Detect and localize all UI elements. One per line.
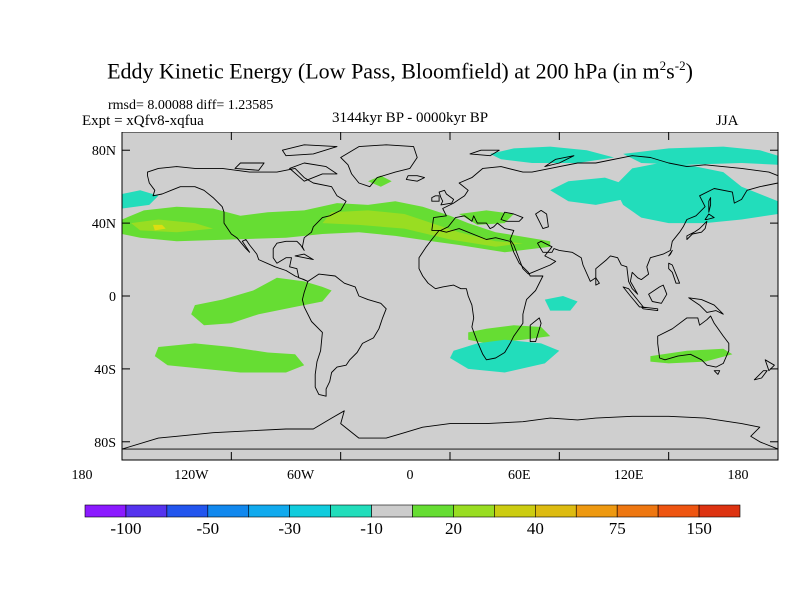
region-n-pacific-50-75-core: [153, 224, 166, 231]
region-arctic-negative-2: [623, 146, 778, 165]
coast-baffin: [289, 162, 338, 182]
experiment-label: Expt = xQfv8-xqfua: [82, 113, 204, 129]
coast-north-america: [147, 166, 347, 282]
coast-sakhalin: [708, 197, 712, 213]
coast-new-zealand-n: [764, 359, 775, 372]
lon-tick-label: 0: [406, 468, 414, 483]
period-label: 3144kyr BP - 0000kyr BP: [331, 110, 489, 126]
season-label: JJA: [716, 113, 739, 129]
colorbar-box: [125, 504, 168, 518]
title-exp1: 2: [659, 58, 667, 73]
lat-tick-label: 40S: [94, 363, 116, 378]
coast-great-britain: [438, 189, 455, 206]
colorbar-label: 20: [444, 519, 462, 538]
region-e-atlantic-negative: [544, 296, 578, 311]
map-title: Eddy Kinetic Energy (Low Pass, Bloomfiel…: [0, 58, 800, 84]
region-central-asia-negative: [550, 177, 633, 205]
region-n-atlantic-40-50-patch: [322, 210, 523, 247]
map-panel: 80N 40N 0 40S 80S: [92, 132, 779, 461]
coast-ellesmere: [281, 144, 338, 157]
colorbar-label: -10: [360, 519, 383, 538]
coast-australia: [657, 315, 730, 368]
lon-tick-label: 120W: [174, 468, 209, 483]
colorbar-box: [248, 504, 290, 518]
colorbar-label: 150: [686, 519, 712, 538]
colorbar-box: [330, 504, 372, 518]
coast-taiwan: [668, 249, 673, 257]
stats-text: rmsd= 8.00088 diff= 1.23585: [108, 98, 274, 113]
lon-tick-label: 180: [71, 468, 93, 483]
region-n-pacific-atlantic-positive-band: [122, 201, 551, 253]
region-greenland-patch: [368, 175, 392, 187]
axis-ticks: 80N 40N 0 40S 80S: [92, 132, 779, 460]
anomaly-regions: [122, 146, 778, 373]
coast-eurasia: [431, 155, 779, 295]
region-s-pacific-positive: [154, 343, 305, 373]
colorbar-label: 40: [526, 519, 544, 538]
colorbar-box: [575, 504, 618, 518]
lat-tick-label: 80N: [92, 144, 116, 159]
coast-iceland: [405, 175, 425, 182]
lon-tick-label: 120E: [613, 468, 644, 483]
lon-tick-label: 60W: [287, 468, 315, 483]
colorbar-box: [657, 504, 700, 518]
region-central-pacific-s-america-positive: [191, 277, 332, 326]
coast-victoria-is: [234, 162, 265, 171]
title-unit-s: s: [666, 58, 675, 84]
coast-philippines: [668, 262, 681, 284]
region-bering-negative: [122, 190, 159, 209]
coast-novaya-zemlya: [544, 155, 575, 168]
colorbar-box: [412, 504, 454, 518]
coast-greenland: [340, 144, 418, 188]
lat-tick-label: 40N: [92, 217, 116, 232]
colorbar-box: [84, 504, 127, 518]
colorbar-box: [616, 504, 659, 518]
coast-sri-lanka: [595, 277, 600, 286]
title-end: ): [685, 58, 693, 84]
coast-new-guinea: [688, 297, 724, 315]
colorbar-box: [166, 504, 209, 518]
colorbar-box: [698, 504, 741, 518]
colorbar: [84, 504, 741, 518]
colorbar-box: [535, 504, 577, 518]
colorbar-label: -50: [196, 519, 220, 538]
coast-borneo: [648, 284, 668, 304]
region-indian-ocean-positive: [468, 325, 551, 344]
lat-tick-label: 80S: [94, 436, 116, 451]
colorbar-box: [289, 504, 331, 518]
region-australia-positive: [650, 348, 733, 364]
title-text: Eddy Kinetic Energy (Low Pass, Bloomfiel…: [107, 58, 660, 84]
lon-tick-label: 180: [727, 468, 749, 483]
coast-japan: [686, 220, 708, 240]
title-exp2: -2: [674, 58, 686, 73]
colorbar-box: [453, 504, 495, 518]
colorbar-label: -30: [278, 519, 302, 538]
region-n-pacific-negative: [614, 163, 778, 224]
colorbar-label: -100: [110, 519, 142, 538]
lat-tick-label: 0: [109, 290, 116, 305]
lon-tick-label: 60E: [508, 468, 531, 483]
colorbar-box: [207, 504, 250, 518]
coast-black-sea: [500, 211, 524, 222]
coast-java: [640, 306, 659, 312]
coast-tasmania: [713, 370, 721, 375]
coast-svalbard: [469, 149, 500, 157]
coast-antarctica: [121, 410, 779, 450]
coast-madagascar: [529, 317, 542, 343]
coast-africa: [418, 228, 544, 361]
colorbar-box: [371, 504, 413, 518]
region-s-indian-negative: [450, 339, 560, 373]
coastlines: [121, 144, 779, 450]
region-n-pacific-40-50-patch: [131, 219, 214, 233]
colorbar-label: 75: [608, 519, 626, 538]
region-arctic-negative-1: [490, 146, 614, 163]
coast-hokkaido: [704, 213, 715, 220]
region-eurasia-positive: [459, 210, 514, 225]
coast-south-america: [301, 273, 387, 397]
coast-new-zealand-s: [753, 370, 768, 381]
colorbar-box: [494, 504, 536, 518]
coast-ireland: [431, 195, 440, 202]
coast-cuba: [294, 253, 314, 261]
coast-caspian: [535, 209, 549, 230]
